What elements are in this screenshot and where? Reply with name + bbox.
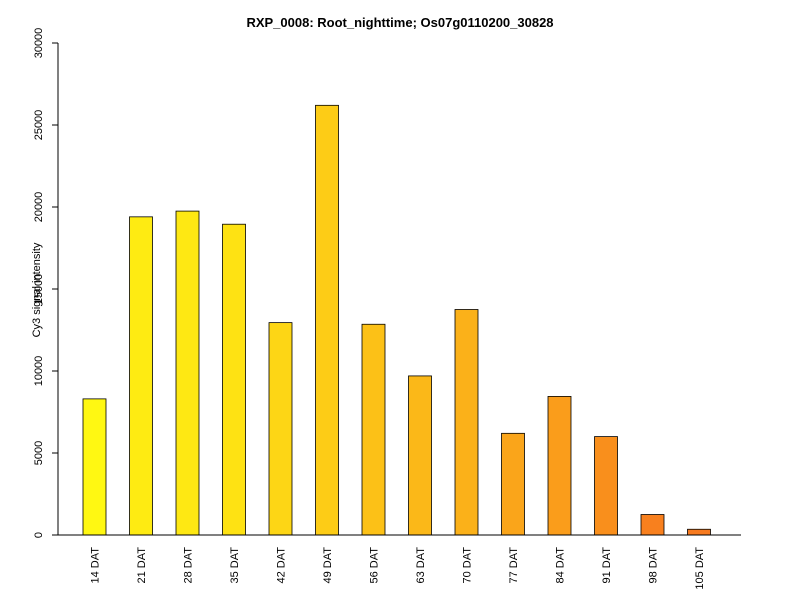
bar [594,436,618,536]
bar [547,396,572,536]
x-tick-label: 77 DAT [508,547,520,584]
y-axis-label: Cy3 signal intensity [31,242,43,337]
y-tick-label: 15000 [33,274,45,305]
bar [129,216,153,536]
y-tick-label: 30000 [33,28,45,59]
x-tick-label: 70 DAT [462,547,474,584]
y-tick-label: 25000 [33,110,45,141]
y-axis: 0 5000 10000 15000 20000 25000 30000 [33,28,59,538]
bar [408,375,432,536]
x-tick-label: 84 DAT [555,547,567,584]
x-axis: 14 DAT 21 DAT 28 DAT 35 DAT 42 DAT 49 DAT 56 D… [58,534,741,590]
bar [454,309,479,536]
x-tick-label: 42 DAT [276,547,288,584]
x-tick-label: 21 DAT [136,547,148,584]
y-tick-label: 5000 [33,441,45,465]
bar [82,398,107,536]
bars-group [82,104,711,536]
x-tick-label: 14 DAT [90,547,102,584]
x-tick-label: 35 DAT [229,547,241,584]
x-tick-label: 28 DAT [183,547,195,584]
x-tick-label: 56 DAT [369,547,381,584]
bar [687,528,711,536]
bar [361,323,386,536]
x-tick-label: 63 DAT [415,547,427,584]
x-tick-label: 105 DAT [694,547,706,590]
x-tick-label: 49 DAT [322,547,334,584]
bar [222,223,246,536]
chart-title: RXP_0008: Root_nighttime; Os07g0110200_3… [246,15,553,30]
bar [268,322,293,536]
bar [640,514,665,536]
bar [175,210,200,536]
x-tick-label: 98 DAT [648,547,660,584]
bar [501,432,525,536]
y-tick-label: 10000 [33,356,45,387]
bar [315,104,339,536]
y-tick-label: 20000 [33,192,45,223]
x-tick-label: 91 DAT [601,547,613,584]
y-tick-label: 0 [33,532,45,538]
